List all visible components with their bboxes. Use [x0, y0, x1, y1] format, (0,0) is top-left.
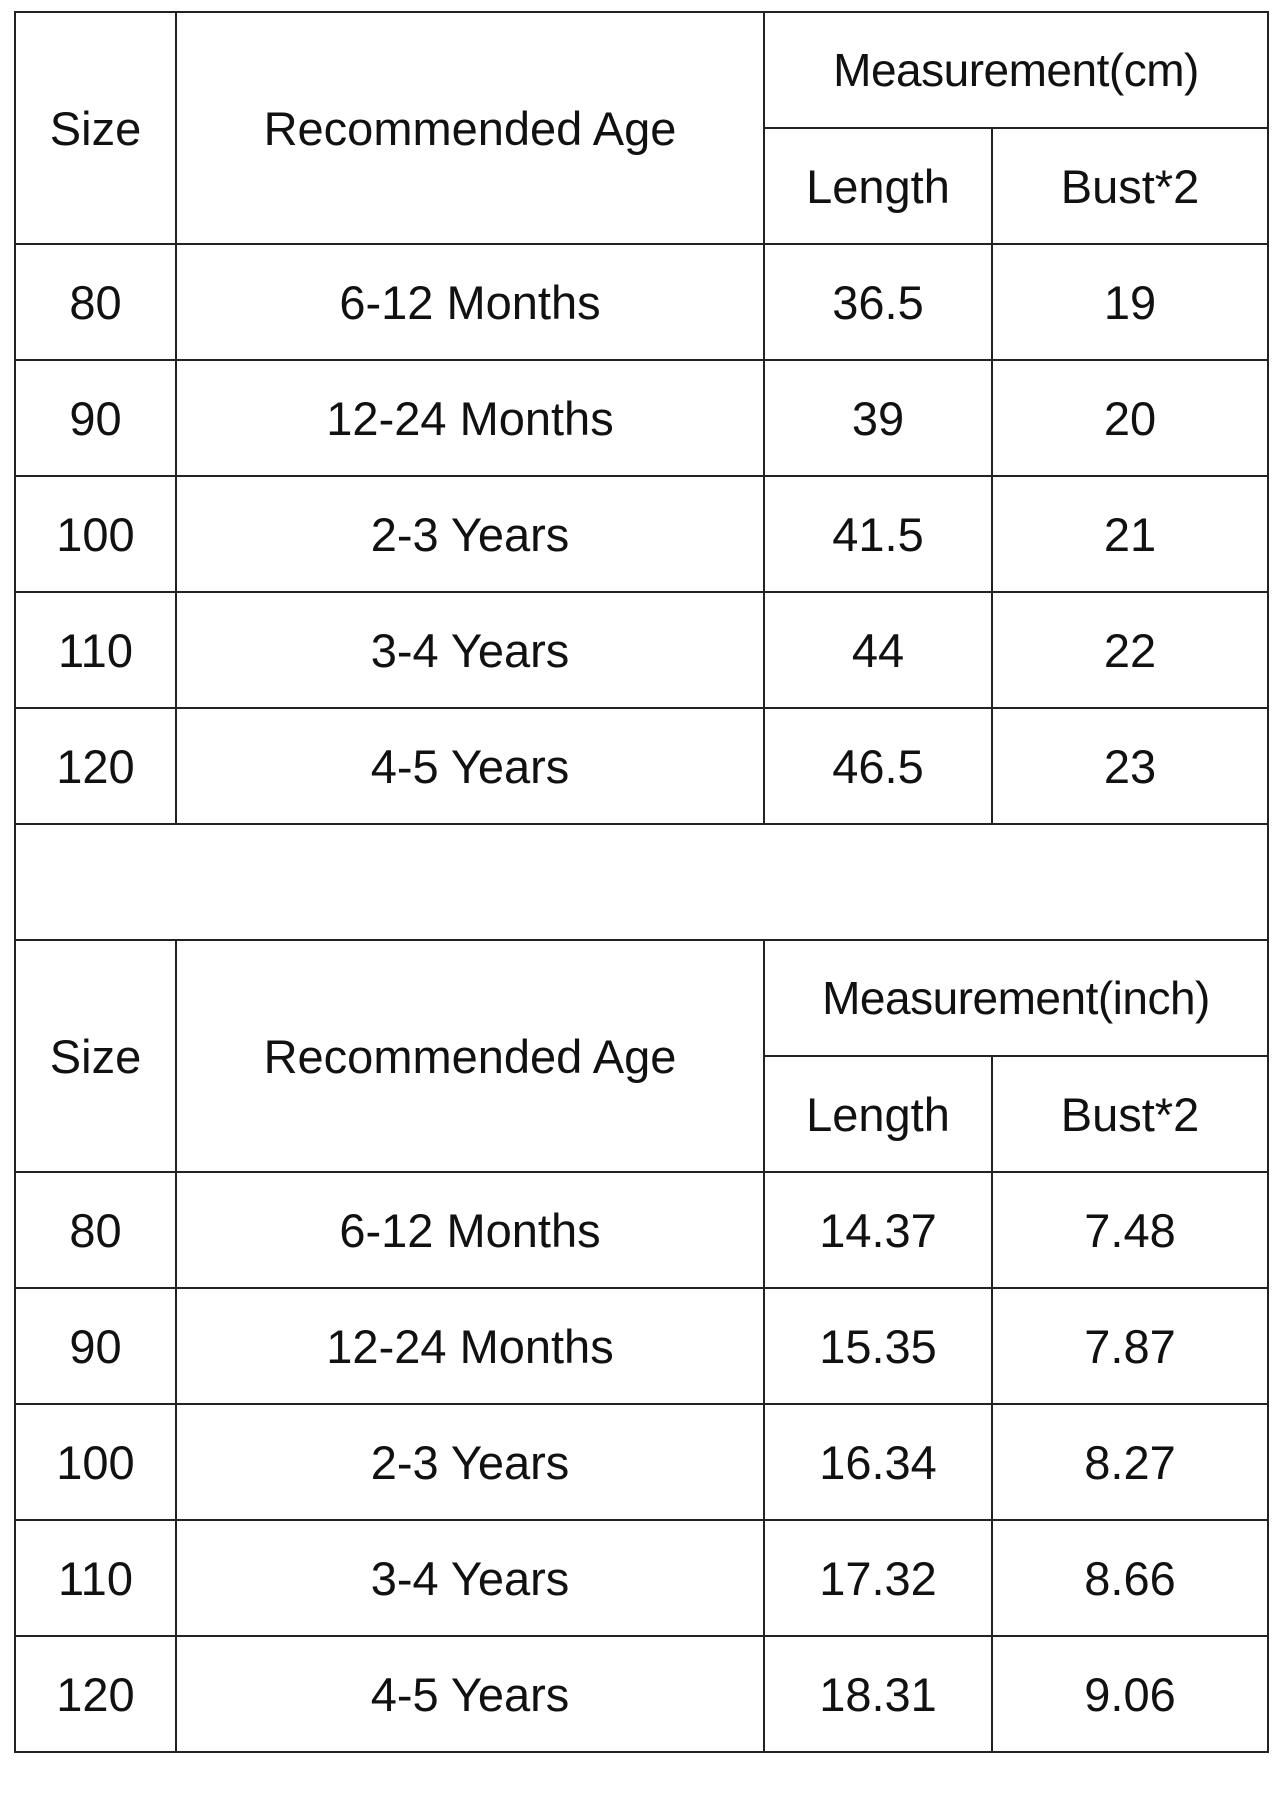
length-cell: 15.35: [763, 1287, 993, 1405]
data-row: 80 6-12 Months 14.37 7.48: [14, 1171, 1269, 1289]
size-cell: 110: [14, 1519, 177, 1637]
length-cell: 41.5: [763, 475, 993, 593]
size-cell: 120: [14, 1635, 177, 1753]
size-cell: 100: [14, 475, 177, 593]
bust-header: Bust*2: [991, 127, 1269, 245]
measurement-header: Measurement(inch): [763, 939, 1269, 1057]
spacer-cell: [14, 823, 1269, 941]
length-header: Length: [763, 1055, 993, 1173]
bust-cell: 7.87: [991, 1287, 1269, 1405]
subheader-row: Length Bust*2: [15, 1055, 1269, 1173]
age-cell: 4-5 Years: [175, 1635, 765, 1753]
bust-cell: 19: [991, 243, 1269, 361]
length-cell: 16.34: [763, 1403, 993, 1521]
size-header: Size: [14, 939, 177, 1173]
data-row: 90 12-24 Months 15.35 7.87: [14, 1287, 1269, 1405]
bust-cell: 21: [991, 475, 1269, 593]
data-row: 110 3-4 Years 17.32 8.66: [14, 1519, 1269, 1637]
age-cell: 2-3 Years: [175, 475, 765, 593]
age-cell: 2-3 Years: [175, 1403, 765, 1521]
bust-cell: 22: [991, 591, 1269, 709]
length-cell: 39: [763, 359, 993, 477]
data-row: 90 12-24 Months 39 20: [14, 359, 1269, 477]
header-row: Size Recommended Age Measurement(cm): [14, 11, 1269, 245]
data-row: 120 4-5 Years 18.31 9.06: [14, 1635, 1269, 1753]
subheader-row: Length Bust*2: [15, 127, 1269, 245]
size-cell: 110: [14, 591, 177, 709]
header-row: Size Recommended Age Measurement(inch): [14, 939, 1269, 1173]
age-header: Recommended Age: [175, 939, 765, 1173]
data-row: 100 2-3 Years 16.34 8.27: [14, 1403, 1269, 1521]
size-table: Size Recommended Age Measurement(cm) Length…: [14, 11, 1269, 1753]
bust-cell: 8.27: [991, 1403, 1269, 1521]
length-cell: 17.32: [763, 1519, 993, 1637]
age-cell: 6-12 Months: [175, 243, 765, 361]
data-row: 110 3-4 Years 44 22: [14, 591, 1269, 709]
data-row: 80 6-12 Months 36.5 19: [14, 243, 1269, 361]
size-cell: 90: [14, 1287, 177, 1405]
size-cell: 80: [14, 1171, 177, 1289]
age-header: Recommended Age: [175, 11, 765, 245]
length-header: Length: [763, 127, 993, 245]
size-cell: 80: [14, 243, 177, 361]
size-cell: 100: [14, 1403, 177, 1521]
bust-header: Bust*2: [991, 1055, 1269, 1173]
length-cell: 14.37: [763, 1171, 993, 1289]
length-cell: 46.5: [763, 707, 993, 825]
length-cell: 18.31: [763, 1635, 993, 1753]
data-row: 100 2-3 Years 41.5 21: [14, 475, 1269, 593]
measurement-header: Measurement(cm): [763, 11, 1269, 129]
bust-cell: 7.48: [991, 1171, 1269, 1289]
data-row: 120 4-5 Years 46.5 23: [14, 707, 1269, 825]
size-header: Size: [14, 11, 177, 245]
bust-cell: 20: [991, 359, 1269, 477]
age-cell: 12-24 Months: [175, 359, 765, 477]
bust-cell: 23: [991, 707, 1269, 825]
age-cell: 12-24 Months: [175, 1287, 765, 1405]
length-cell: 36.5: [763, 243, 993, 361]
spacer-row: [14, 823, 1269, 941]
length-cell: 44: [763, 591, 993, 709]
age-cell: 6-12 Months: [175, 1171, 765, 1289]
bust-cell: 8.66: [991, 1519, 1269, 1637]
age-cell: 3-4 Years: [175, 1519, 765, 1637]
age-cell: 4-5 Years: [175, 707, 765, 825]
size-cell: 120: [14, 707, 177, 825]
size-chart: Size Recommended Age Measurement(cm) Length…: [14, 11, 1269, 1753]
size-cell: 90: [14, 359, 177, 477]
bust-cell: 9.06: [991, 1635, 1269, 1753]
age-cell: 3-4 Years: [175, 591, 765, 709]
